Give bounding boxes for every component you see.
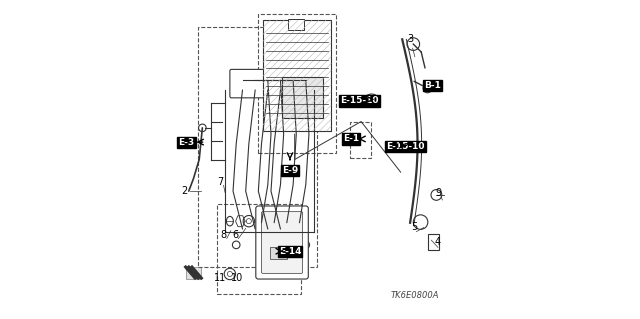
Circle shape: [407, 38, 420, 50]
FancyBboxPatch shape: [230, 69, 319, 98]
Ellipse shape: [227, 216, 234, 226]
FancyBboxPatch shape: [262, 212, 303, 273]
Bar: [186, 267, 202, 279]
Circle shape: [413, 215, 428, 229]
Circle shape: [246, 219, 252, 224]
Circle shape: [243, 215, 255, 227]
Bar: [217, 204, 301, 294]
Text: 2: 2: [182, 186, 188, 196]
Bar: [198, 27, 317, 267]
Text: 7: 7: [217, 177, 223, 187]
Circle shape: [227, 271, 232, 277]
Bar: [270, 247, 287, 259]
Text: 11: 11: [214, 273, 226, 283]
Circle shape: [431, 189, 442, 200]
Text: 5: 5: [411, 222, 417, 233]
Text: 10: 10: [230, 273, 243, 283]
Bar: [263, 20, 331, 131]
Circle shape: [224, 268, 236, 280]
Text: 8: 8: [221, 230, 227, 241]
Text: 3: 3: [407, 34, 413, 44]
Text: 9: 9: [436, 188, 442, 198]
Text: B-1: B-1: [424, 81, 441, 90]
Circle shape: [232, 241, 240, 249]
Circle shape: [198, 124, 206, 132]
Bar: [428, 234, 438, 250]
Ellipse shape: [365, 94, 378, 102]
Text: E-15-10: E-15-10: [340, 97, 379, 106]
Bar: [282, 77, 323, 118]
Bar: [289, 19, 304, 30]
Text: E-9: E-9: [282, 166, 298, 175]
Text: E-3: E-3: [179, 137, 195, 147]
Text: TK6E0800A: TK6E0800A: [390, 291, 439, 300]
Text: 6: 6: [232, 230, 239, 241]
Circle shape: [302, 241, 310, 249]
Circle shape: [423, 84, 432, 93]
Text: E-14: E-14: [278, 247, 301, 256]
Text: E-15-10: E-15-10: [386, 142, 424, 151]
Text: 4: 4: [435, 237, 441, 247]
Bar: [259, 14, 336, 153]
FancyBboxPatch shape: [256, 206, 308, 279]
Bar: [350, 122, 371, 158]
Text: E-1: E-1: [343, 134, 359, 144]
